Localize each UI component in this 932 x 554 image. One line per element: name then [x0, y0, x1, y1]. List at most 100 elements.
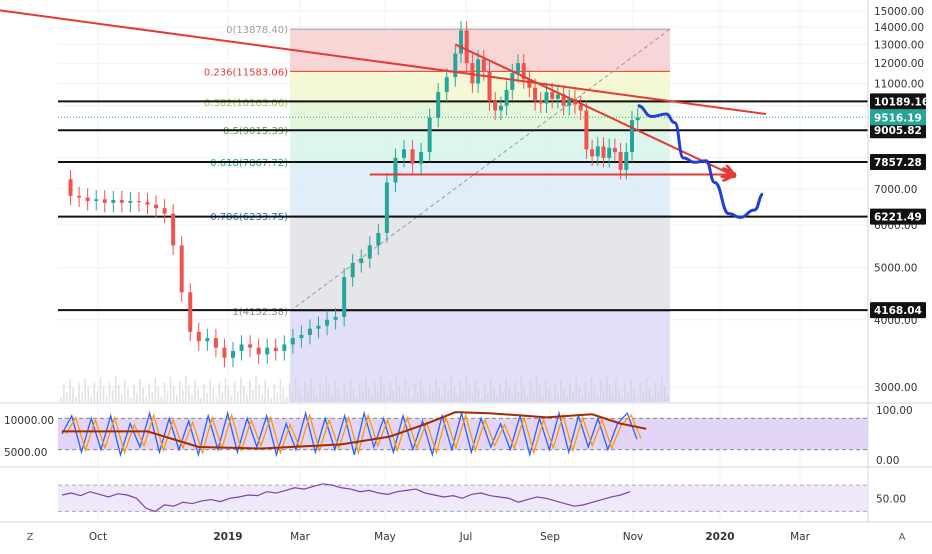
price-axis[interactable]: 15000.00 14000.00 13000.00 12000.00 11000.00…: [867, 0, 929, 522]
volume-bar: [355, 397, 358, 402]
projection-path[interactable]: [637, 104, 764, 219]
time-tick-label: 2020: [705, 531, 734, 543]
volume-bar: [526, 395, 529, 402]
volume-bar: [636, 397, 639, 402]
candle-body: [376, 232, 381, 246]
candle-body: [444, 77, 449, 93]
candle-body: [136, 201, 141, 203]
candle-body: [459, 30, 463, 54]
candle-body: [77, 195, 82, 198]
volume-bar: [145, 397, 147, 402]
volume-bar: [142, 388, 144, 402]
volume-bar: [358, 383, 361, 402]
trend-lines[interactable]: [0, 3, 767, 176]
volume-bar: [645, 378, 648, 402]
volume-bar: [505, 378, 507, 402]
volume-bar: [352, 388, 355, 402]
candle-body: [239, 344, 244, 351]
candle-body: [561, 94, 566, 106]
volume-bar: [270, 398, 273, 402]
volume-bar: [666, 395, 669, 402]
volume-bar: [581, 396, 584, 402]
volume-bar: [81, 392, 83, 402]
volume-bar: [459, 381, 462, 402]
indicator-left-tick-label: 10000.00: [4, 415, 54, 427]
volume-bar: [590, 377, 593, 402]
level-price-tag-bg: [870, 122, 926, 139]
candle-body: [384, 182, 389, 233]
volume-bar: [99, 377, 102, 402]
candle-body: [196, 331, 201, 342]
lower-trendline: [454, 43, 734, 176]
rsi-pane[interactable]: 50.00: [0, 466, 932, 513]
stochastic-rsi-pane[interactable]: 100.00 0.00 10000.00 5000.00: [0, 402, 932, 467]
volume-bar: [404, 380, 407, 402]
volume-bar: [410, 398, 413, 402]
candle-body: [248, 344, 253, 348]
time-tick-label: Nov: [623, 531, 644, 543]
volume-bar: [300, 396, 303, 402]
volume-bar: [630, 379, 632, 402]
candle-body: [635, 117, 640, 121]
volume-bar: [575, 378, 578, 402]
price-tick-label: 7000.00: [874, 184, 917, 196]
volume-bar: [172, 386, 175, 402]
volume-bar: [121, 394, 123, 402]
upper-trendline: [0, 9, 767, 116]
volume-bar: [413, 384, 416, 402]
horizontal-levels[interactable]: [58, 100, 868, 312]
volume-bar: [529, 381, 532, 402]
fib-level-label: 1(4152.38): [232, 307, 288, 318]
candle-body: [595, 146, 600, 157]
volume-bar: [386, 395, 388, 402]
volume-bar: [212, 388, 215, 402]
volume-bar: [368, 387, 370, 402]
volume-bar: [441, 396, 443, 402]
volume-bar: [151, 392, 154, 402]
candle-body: [590, 149, 595, 157]
candle-body: [359, 258, 364, 264]
volume-bar: [450, 377, 452, 402]
volume-bar: [523, 386, 526, 402]
volume-bar: [483, 384, 486, 402]
volume-bar: [651, 396, 654, 402]
volume-bar: [480, 398, 483, 402]
volume-bar: [215, 397, 218, 402]
candle-body: [527, 79, 532, 88]
volume-bar: [584, 382, 587, 402]
volume-bar: [182, 390, 184, 402]
volume-bar: [203, 384, 205, 402]
volume-bar: [490, 379, 492, 402]
candle-body: [85, 197, 90, 202]
volume-bar: [230, 396, 233, 402]
candle-body: [393, 157, 398, 183]
volume-bar: [313, 386, 315, 402]
volume-bar: [578, 387, 581, 402]
volume-bar: [422, 388, 425, 402]
volume-bar: [389, 381, 391, 402]
fib-level-label: 0(13878.40): [226, 25, 288, 36]
volume-bar: [380, 377, 382, 402]
indicator-left-tick-label: 5000.00: [4, 447, 47, 459]
candle-body: [111, 199, 116, 203]
candle-body: [256, 347, 261, 355]
volume-bar: [60, 398, 62, 402]
volume-bar: [499, 383, 501, 402]
volume-bar: [178, 381, 181, 402]
volume-bar: [551, 398, 553, 402]
candle-body: [453, 53, 458, 78]
volume-bar: [169, 377, 172, 402]
volume-bar: [419, 379, 422, 402]
last-price-tag-bg: [870, 109, 926, 126]
volume-bar: [114, 376, 117, 402]
volume-bar: [84, 378, 86, 402]
time-axis[interactable]: Oct 2019 Mar May Jul Sep Nov 2020 Mar Z A: [0, 521, 932, 543]
candle-body: [222, 347, 227, 358]
volume-bar: [416, 393, 419, 402]
candle-body: [333, 316, 338, 320]
fib-zone-fill: [290, 216, 670, 312]
candle-body: [265, 347, 270, 355]
volume-bar: [90, 396, 93, 402]
